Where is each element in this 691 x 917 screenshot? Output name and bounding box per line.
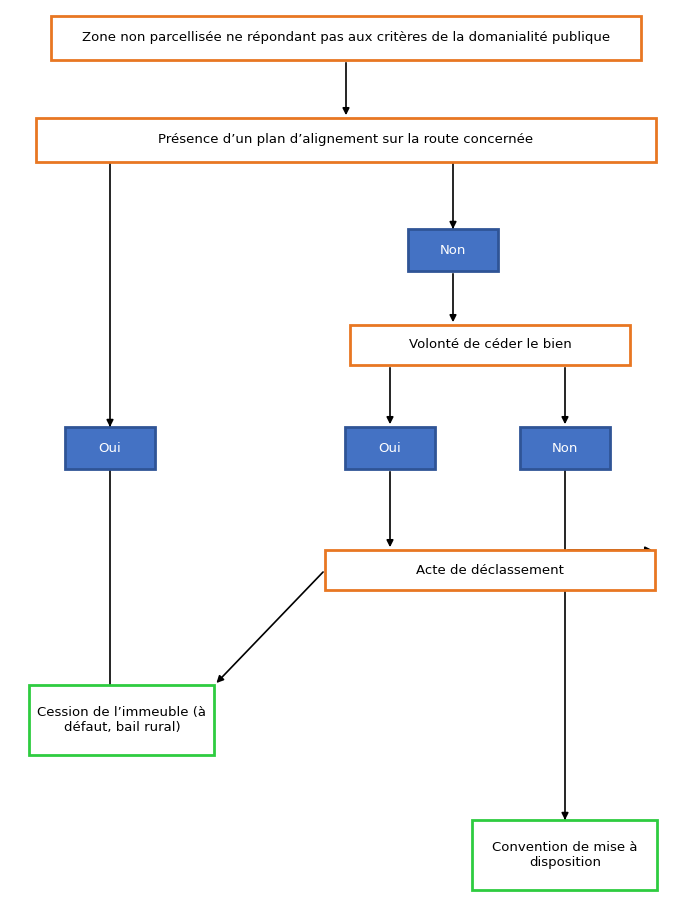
Text: Acte de déclassement: Acte de déclassement [416,564,564,577]
FancyBboxPatch shape [65,427,155,469]
Text: Cession de l’immeuble (à
défaut, bail rural): Cession de l’immeuble (à défaut, bail ru… [37,706,207,734]
FancyBboxPatch shape [36,118,656,162]
Text: Oui: Oui [99,441,122,455]
Text: Non: Non [439,244,466,257]
Text: Oui: Oui [379,441,401,455]
Text: Non: Non [552,441,578,455]
FancyBboxPatch shape [408,229,498,271]
Text: Convention de mise à
disposition: Convention de mise à disposition [492,841,638,869]
Text: Volonté de céder le bien: Volonté de céder le bien [408,338,571,351]
FancyBboxPatch shape [51,16,641,60]
FancyBboxPatch shape [345,427,435,469]
Text: Zone non parcellisée ne répondant pas aux critères de la domanialité publique: Zone non parcellisée ne répondant pas au… [82,31,610,45]
FancyBboxPatch shape [30,685,214,755]
Text: Présence d’un plan d’alignement sur la route concernée: Présence d’un plan d’alignement sur la r… [158,134,533,147]
FancyBboxPatch shape [350,325,630,365]
FancyBboxPatch shape [473,820,658,890]
FancyBboxPatch shape [325,550,655,590]
FancyBboxPatch shape [520,427,610,469]
